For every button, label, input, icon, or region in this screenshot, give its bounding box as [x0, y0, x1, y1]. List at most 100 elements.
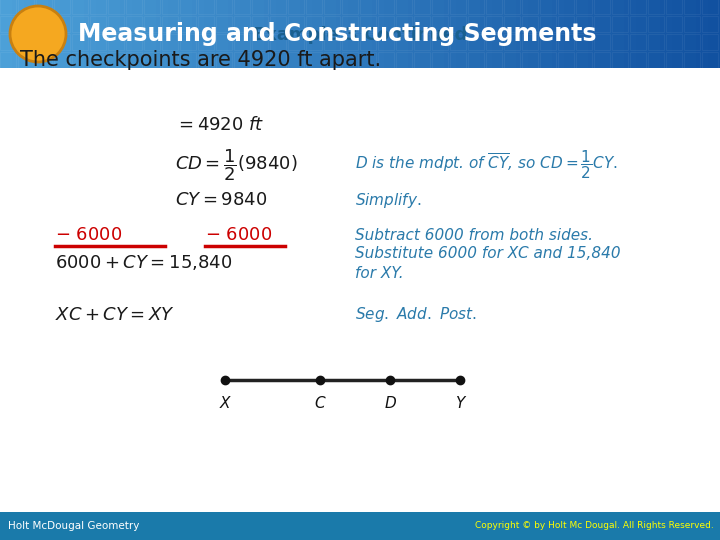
- Bar: [240, 0, 253, 68]
- Text: for XY.: for XY.: [355, 266, 404, 280]
- Bar: [90, 52, 106, 68]
- Bar: [36, 34, 52, 50]
- Bar: [708, 0, 720, 68]
- Text: Substitute 6000 for XC and 15,840: Substitute 6000 for XC and 15,840: [355, 246, 621, 260]
- Bar: [144, 0, 157, 68]
- Bar: [702, 16, 718, 32]
- Bar: [72, 16, 88, 32]
- Bar: [384, 0, 397, 68]
- Bar: [324, 34, 340, 50]
- Bar: [36, 0, 52, 14]
- Text: Copyright © by Holt Mc Dougal. All Rights Reserved.: Copyright © by Holt Mc Dougal. All Right…: [475, 522, 714, 530]
- Bar: [126, 0, 142, 14]
- Bar: [24, 0, 37, 68]
- Bar: [132, 0, 145, 68]
- Bar: [162, 34, 178, 50]
- Bar: [180, 16, 196, 32]
- Bar: [252, 0, 268, 14]
- Text: $D$ is the mdpt. of $\overline{CY}$, so $CD = \dfrac{1}{2}CY.$: $D$ is the mdpt. of $\overline{CY}$, so …: [355, 148, 618, 181]
- Bar: [696, 0, 709, 68]
- Bar: [414, 34, 430, 50]
- Bar: [516, 0, 529, 68]
- Bar: [0, 34, 16, 50]
- Circle shape: [10, 6, 66, 62]
- Bar: [120, 0, 133, 68]
- Bar: [576, 0, 592, 14]
- Bar: [216, 16, 232, 32]
- Text: $= 4920\ ft$: $= 4920\ ft$: [175, 116, 264, 134]
- Bar: [612, 16, 628, 32]
- Bar: [144, 52, 160, 68]
- Bar: [276, 0, 289, 68]
- Bar: [450, 16, 466, 32]
- Bar: [540, 16, 556, 32]
- Bar: [576, 16, 592, 32]
- Bar: [60, 0, 73, 68]
- Bar: [72, 0, 88, 14]
- Bar: [468, 34, 484, 50]
- Bar: [288, 0, 304, 14]
- Bar: [54, 0, 70, 14]
- Bar: [396, 0, 409, 68]
- Bar: [360, 34, 376, 50]
- Bar: [414, 52, 430, 68]
- Bar: [648, 16, 664, 32]
- Bar: [0, 512, 720, 540]
- Bar: [348, 0, 361, 68]
- Bar: [54, 16, 70, 32]
- Bar: [396, 16, 412, 32]
- Bar: [630, 16, 646, 32]
- Bar: [360, 52, 376, 68]
- Bar: [300, 0, 313, 68]
- Bar: [216, 0, 229, 68]
- Bar: [108, 34, 124, 50]
- Bar: [18, 52, 34, 68]
- Bar: [576, 34, 592, 50]
- Bar: [288, 0, 301, 68]
- Bar: [198, 34, 214, 50]
- Bar: [18, 34, 34, 50]
- Bar: [0, 0, 16, 14]
- Bar: [504, 16, 520, 32]
- Bar: [588, 0, 601, 68]
- Bar: [624, 0, 637, 68]
- Bar: [594, 52, 610, 68]
- Bar: [162, 52, 178, 68]
- Bar: [306, 34, 322, 50]
- Bar: [324, 0, 340, 14]
- Text: D: D: [384, 396, 396, 411]
- Bar: [414, 16, 430, 32]
- Bar: [432, 34, 448, 50]
- Bar: [342, 52, 358, 68]
- Bar: [432, 52, 448, 68]
- Bar: [432, 0, 445, 68]
- Bar: [0, 52, 16, 68]
- Bar: [600, 0, 613, 68]
- Bar: [192, 0, 205, 68]
- Bar: [228, 0, 241, 68]
- Bar: [372, 0, 385, 68]
- Text: Holt McDougal Geometry: Holt McDougal Geometry: [8, 521, 140, 531]
- Text: $CY = 9840$: $CY = 9840$: [175, 191, 267, 209]
- Bar: [342, 0, 358, 14]
- Bar: [324, 52, 340, 68]
- Bar: [0, 16, 16, 32]
- Text: X: X: [220, 396, 230, 411]
- Bar: [252, 0, 265, 68]
- Bar: [450, 0, 466, 14]
- Bar: [180, 0, 196, 14]
- Text: $Simplify.$: $Simplify.$: [355, 191, 422, 210]
- Bar: [96, 0, 109, 68]
- Bar: [396, 34, 412, 50]
- Bar: [306, 52, 322, 68]
- Bar: [396, 0, 412, 14]
- Bar: [234, 16, 250, 32]
- Bar: [564, 0, 577, 68]
- Bar: [612, 0, 625, 68]
- Bar: [168, 0, 181, 68]
- Bar: [540, 0, 556, 14]
- Bar: [18, 16, 34, 32]
- Bar: [204, 0, 217, 68]
- Bar: [660, 0, 673, 68]
- Bar: [456, 0, 469, 68]
